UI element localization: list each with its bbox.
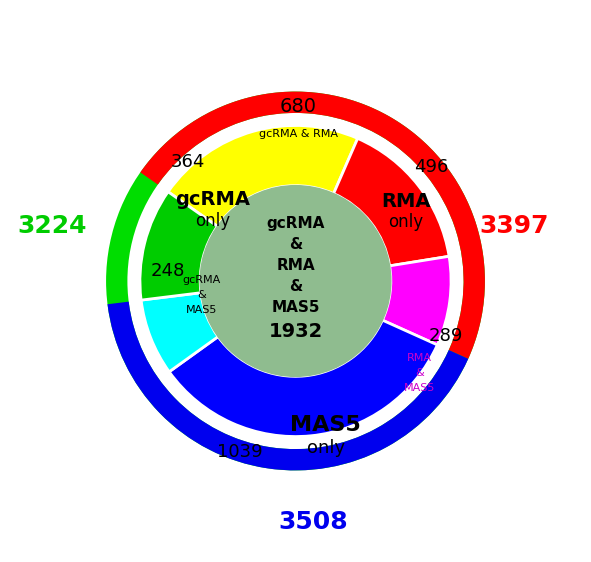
Text: 680: 680 <box>280 97 317 116</box>
Text: RMA: RMA <box>407 352 432 362</box>
Text: 248: 248 <box>150 262 185 280</box>
Text: 496: 496 <box>414 158 448 176</box>
Wedge shape <box>333 138 449 266</box>
Wedge shape <box>140 192 217 300</box>
Text: MAS5: MAS5 <box>404 383 436 393</box>
Wedge shape <box>382 256 451 345</box>
Text: 3508: 3508 <box>278 510 348 534</box>
Text: only: only <box>195 212 230 230</box>
Text: only: only <box>388 213 424 231</box>
Wedge shape <box>106 92 485 470</box>
Text: gcRMA: gcRMA <box>175 190 250 209</box>
Wedge shape <box>108 302 468 470</box>
Text: 1932: 1932 <box>268 321 323 341</box>
Text: gcRMA & RMA: gcRMA & RMA <box>258 129 337 139</box>
Text: only: only <box>307 439 345 457</box>
Text: gcRMA: gcRMA <box>182 275 220 285</box>
Text: &: & <box>415 368 424 378</box>
Wedge shape <box>169 320 437 437</box>
Text: RMA: RMA <box>381 192 431 211</box>
Text: 3224: 3224 <box>17 214 87 238</box>
Wedge shape <box>168 125 358 226</box>
Text: gcRMA
&
RMA
&
MAS5: gcRMA & RMA & MAS5 <box>267 216 324 315</box>
Text: 1039: 1039 <box>217 443 263 461</box>
Text: MAS5: MAS5 <box>186 305 217 315</box>
Text: 3397: 3397 <box>479 214 548 238</box>
Wedge shape <box>140 92 485 359</box>
Text: MAS5: MAS5 <box>290 415 361 435</box>
Text: &: & <box>197 290 206 300</box>
Text: 289: 289 <box>429 327 463 345</box>
Circle shape <box>200 185 391 377</box>
Text: 364: 364 <box>170 153 205 171</box>
Wedge shape <box>141 293 218 372</box>
